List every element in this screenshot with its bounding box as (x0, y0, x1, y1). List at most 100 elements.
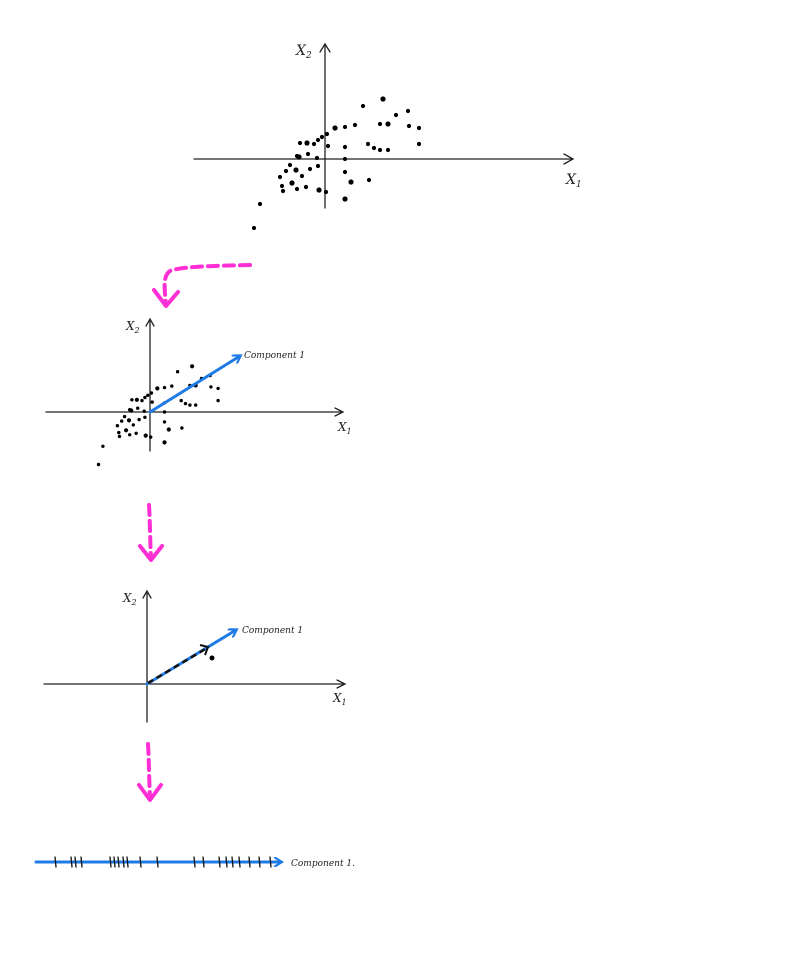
scatter-point (155, 386, 160, 391)
scatter-point (134, 431, 138, 435)
component-1-label: Component 1 (242, 626, 303, 636)
component-1-final-label: Component 1. (291, 859, 355, 869)
scatter-point (380, 96, 386, 102)
scatter-point (216, 386, 220, 391)
scatter-point (385, 121, 391, 127)
scatter-point (179, 398, 183, 403)
scatter-point (352, 122, 358, 128)
projected-points (54, 856, 272, 868)
scatter-points-scaled (96, 364, 220, 467)
scatter-point (209, 385, 213, 389)
scatter-point (120, 419, 124, 423)
projection-dashed-line (147, 646, 208, 685)
scatter-point (96, 462, 101, 467)
component-1-label: Component 1 (244, 351, 305, 361)
projected-point-tick (248, 856, 251, 868)
projected-point-tick (258, 856, 261, 868)
projected-point-tick (70, 856, 73, 868)
panel-projection: X2 X1 Component 1 (43, 589, 347, 723)
flow-arrow-1 (152, 263, 252, 308)
dashed-curve-arrow-icon (162, 263, 252, 306)
projected-point-tick (269, 856, 272, 868)
scatter-point (311, 141, 317, 147)
x2-arrow-icon (319, 42, 331, 53)
scatter-point (342, 196, 348, 202)
scatter-point (137, 417, 141, 422)
arrowhead-icon (137, 783, 163, 802)
projected-point-tick (54, 856, 57, 868)
scatter-point (143, 433, 148, 438)
scatter-point (101, 444, 105, 448)
scatter-point (190, 364, 195, 369)
panel-scatter-with-component: X2 X1 Component 1 (45, 317, 352, 467)
scatter-point (405, 108, 411, 114)
scatter-point (342, 169, 348, 175)
projected-point-tick (231, 856, 234, 868)
scatter-point (149, 435, 153, 439)
scatter-point (342, 144, 348, 150)
x1-axis-label: X1 (337, 420, 352, 436)
projected-point-tick (80, 856, 83, 868)
scatter-point (162, 440, 167, 445)
x2-axis-label: X2 (125, 319, 140, 335)
x2-arrow-icon (142, 589, 152, 599)
scatter-point (314, 155, 320, 161)
dashed-arrow-icon (147, 503, 153, 560)
projected-point-tick (202, 856, 205, 868)
scatter-point (342, 124, 348, 130)
scatter-point (170, 384, 174, 388)
scatter-point (365, 141, 371, 147)
scatter-point (162, 410, 167, 414)
scatter-point (319, 134, 325, 140)
scatter-point (289, 180, 295, 186)
scatter-point (283, 168, 289, 174)
projected-point-tick (117, 856, 120, 868)
scatter-point (143, 415, 147, 419)
scatter-point (316, 187, 322, 193)
scatter-point (175, 370, 180, 374)
x1-axis-label: X1 (332, 691, 347, 707)
scatter-point (136, 406, 140, 410)
scatter-point (315, 163, 321, 169)
scatter-point (294, 186, 300, 192)
panel-original-scatter: X2 X1 (193, 42, 582, 231)
scatter-point (305, 151, 311, 157)
scatter-point (360, 103, 366, 109)
scatter-point (299, 173, 305, 179)
scatter-point (216, 398, 220, 403)
scatter-point (293, 167, 299, 173)
projected-point-tick (126, 856, 129, 868)
projected-point-tick (109, 856, 112, 868)
scatter-point (307, 166, 313, 172)
scatter-point (183, 401, 188, 406)
projected-point-tick (139, 856, 142, 868)
projected-point-tick (113, 856, 116, 868)
scatter-point (323, 189, 329, 195)
scatter-point (332, 125, 338, 131)
scatter-point (385, 147, 391, 153)
scatter-point (315, 137, 321, 143)
scatter-point (304, 140, 310, 146)
scatter-point (416, 141, 422, 147)
x1-arrow-icon (336, 679, 347, 689)
arrowhead-icon (152, 288, 180, 308)
component-1-vector (148, 356, 240, 414)
scatter-point (117, 434, 122, 439)
scatter-point (134, 397, 139, 402)
x2-arrow-icon (145, 317, 155, 327)
x2-axis-label: X2 (122, 591, 137, 607)
projected-point-tick (225, 856, 228, 868)
projected-point-tick (156, 856, 159, 868)
scatter-point (129, 408, 134, 413)
scatter-point (366, 177, 372, 183)
scatter-point (194, 403, 198, 407)
scatter-point (122, 414, 127, 419)
scatter-point (325, 143, 331, 149)
scatter-point (279, 183, 285, 189)
scatter-point (377, 147, 383, 153)
scatter-point (257, 201, 263, 207)
scatter-point (277, 174, 283, 180)
scatter-point (117, 430, 121, 435)
x2-axis-label: X2 (295, 43, 312, 61)
